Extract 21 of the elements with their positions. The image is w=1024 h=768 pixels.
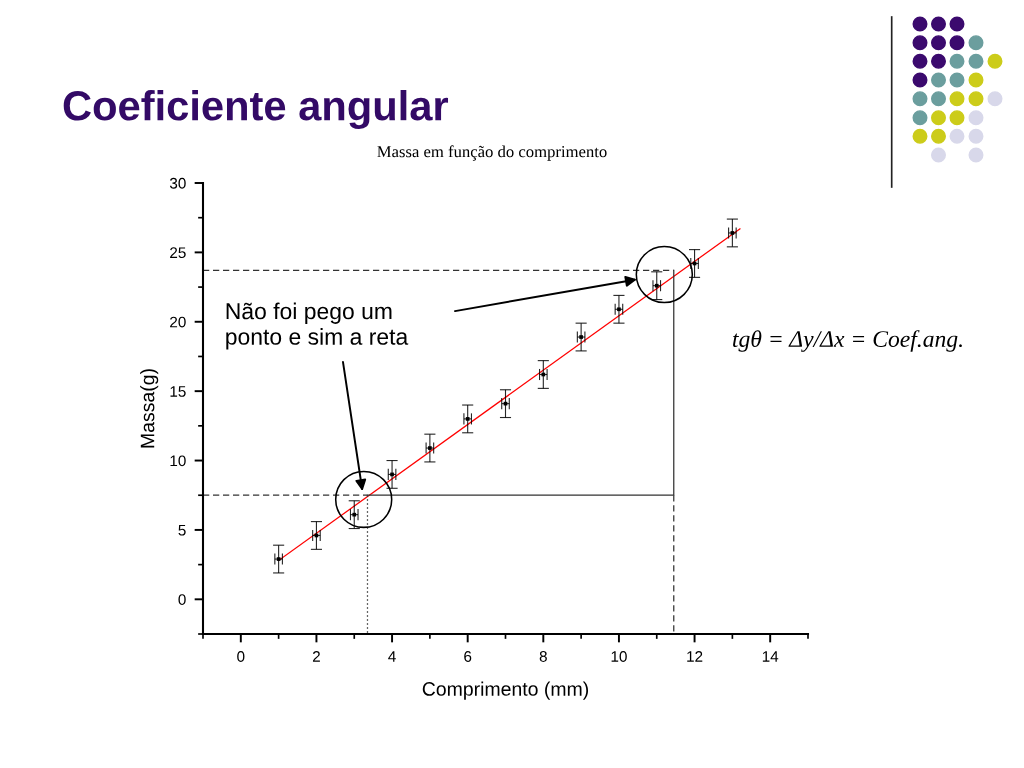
chart-subtitle: Massa em função do comprimento bbox=[377, 145, 607, 161]
y-tick-label: 30 bbox=[169, 177, 186, 189]
y-tick-label: 5 bbox=[178, 524, 186, 536]
y-tick-label: 20 bbox=[170, 316, 186, 328]
x-tick-label: 6 bbox=[464, 651, 472, 662]
y-tick-label: 15 bbox=[170, 386, 186, 397]
y-tick-label: 10 bbox=[170, 455, 186, 467]
x-tick-label: 8 bbox=[539, 651, 547, 662]
y-tick-label: 25 bbox=[170, 247, 186, 259]
x-tick-label: 10 bbox=[611, 651, 627, 662]
annotation: Não foi pego um ponto e sim a reta bbox=[226, 302, 409, 350]
chart-title: Coeficiente angular bbox=[63, 90, 449, 130]
x-tick-label: 14 bbox=[762, 651, 779, 662]
y-tick-label: 0 bbox=[178, 594, 186, 605]
x-axis-title: Comprimento (mm) bbox=[422, 681, 589, 700]
x-tick-label: 2 bbox=[312, 651, 320, 662]
x-tick-label: 0 bbox=[237, 651, 245, 662]
y-axis-title: Massa(g) bbox=[140, 369, 159, 448]
x-tick-label: 4 bbox=[388, 651, 396, 662]
x-tick-label: 12 bbox=[687, 651, 703, 662]
annotation: tgθ = Δy/Δx = Coef.ang. bbox=[733, 330, 962, 352]
